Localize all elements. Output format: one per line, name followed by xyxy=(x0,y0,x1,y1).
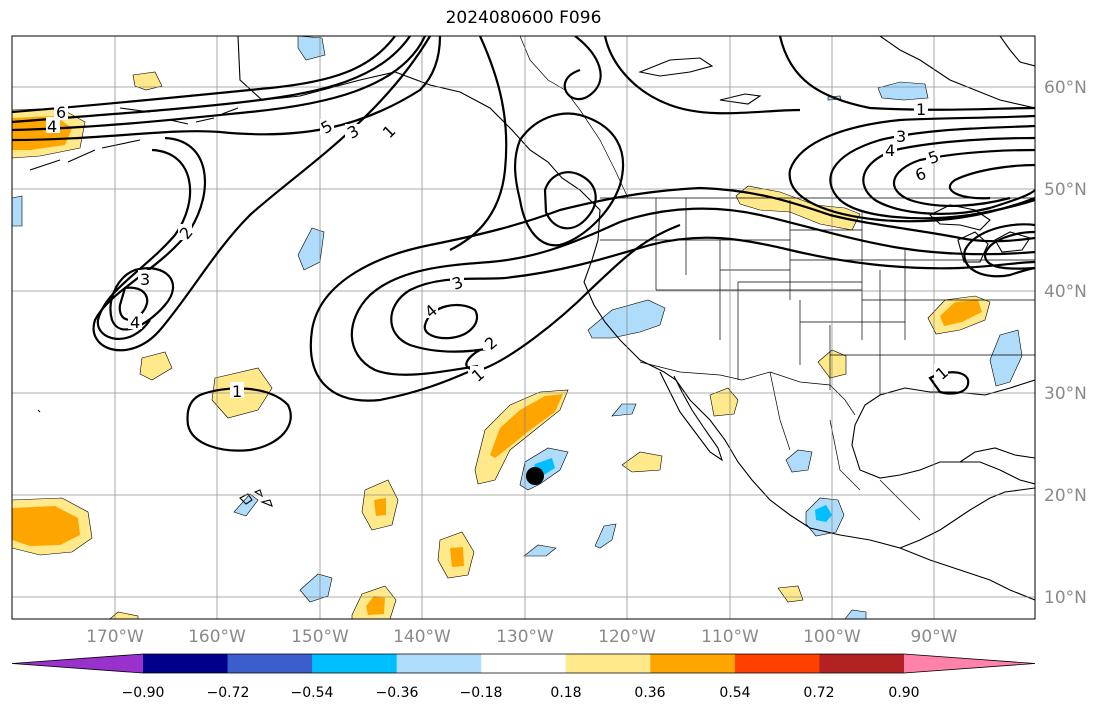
colorbar-segment xyxy=(565,654,651,673)
colorbar-ticks: −0.90 −0.72 −0.54 −0.36 −0.18 0.18 0.36 … xyxy=(122,685,920,701)
colorbar-tick-label: −0.72 xyxy=(207,685,250,701)
contour-label: 3 xyxy=(896,127,906,146)
contour-label: 3 xyxy=(140,270,150,289)
colorbar-extend-max xyxy=(904,654,1035,673)
contour-label: 1 xyxy=(232,382,242,401)
map-title: 2024080600 F096 xyxy=(445,8,602,28)
storm-center-marker xyxy=(526,467,544,485)
contour-label: 6 xyxy=(56,103,66,122)
lon-label: 90°W xyxy=(911,627,958,647)
lat-label: 60°N xyxy=(1044,78,1087,98)
lat-label: 10°N xyxy=(1044,588,1087,608)
lon-label: 140°W xyxy=(393,627,451,647)
colorbar-segment xyxy=(143,654,229,673)
colorbar-tick-label: −0.54 xyxy=(291,685,334,701)
colorbar-segment xyxy=(396,654,482,673)
lon-label: 130°W xyxy=(496,627,554,647)
colorbar-tick-label: 0.54 xyxy=(719,685,750,701)
lon-label: 150°W xyxy=(291,627,349,647)
lon-label: 120°W xyxy=(598,627,656,647)
colorbar-outline xyxy=(11,653,1036,674)
colorbar-segment xyxy=(312,654,398,673)
contour-label: 4 xyxy=(885,141,895,160)
colorbar-segment xyxy=(227,654,313,673)
longitude-labels: 170°W 160°W 150°W 140°W 130°W 120°W 110°… xyxy=(86,627,958,647)
lon-label: 160°W xyxy=(188,627,246,647)
political-borders xyxy=(519,36,1035,521)
contour-label: 1 xyxy=(916,100,926,119)
colorbar-segment xyxy=(481,654,567,673)
colorbar-segment xyxy=(819,654,905,673)
colorbar-segment xyxy=(650,654,736,673)
colorbar-extend-min xyxy=(12,654,143,673)
colorbar-segment xyxy=(734,654,820,673)
lon-label: 100°W xyxy=(803,627,861,647)
lon-label: 170°W xyxy=(86,627,144,647)
colorbar-tick-label: 0.18 xyxy=(550,685,581,701)
colorbar-tick-label: 0.36 xyxy=(634,685,665,701)
coastlines xyxy=(29,36,1035,601)
map-area xyxy=(12,36,1035,619)
colorbar-tick-label: −0.18 xyxy=(460,685,503,701)
contour-label: 4 xyxy=(130,313,140,332)
lon-label: 110°W xyxy=(701,627,759,647)
lat-label: 30°N xyxy=(1044,384,1087,404)
latitude-labels: 60°N 50°N 40°N 30°N 20°N 10°N xyxy=(1044,78,1087,608)
graticule xyxy=(12,36,1035,619)
colorbar-tick-label: −0.90 xyxy=(122,685,165,701)
colorbar-tick-label: 0.90 xyxy=(888,685,919,701)
contour-label-group: 6 4 5 3 1 2 3 4 1 4 3 2 1 1 xyxy=(46,100,952,401)
lat-label: 20°N xyxy=(1044,486,1087,506)
map-frame xyxy=(11,35,1036,620)
contour-label: 4 xyxy=(47,117,57,136)
colorbar-tick-label: 0.72 xyxy=(803,685,834,701)
colorbar-tick-label: −0.36 xyxy=(376,685,419,701)
colorbar xyxy=(11,653,1036,674)
lat-label: 50°N xyxy=(1044,180,1087,200)
lat-label: 40°N xyxy=(1044,282,1087,302)
